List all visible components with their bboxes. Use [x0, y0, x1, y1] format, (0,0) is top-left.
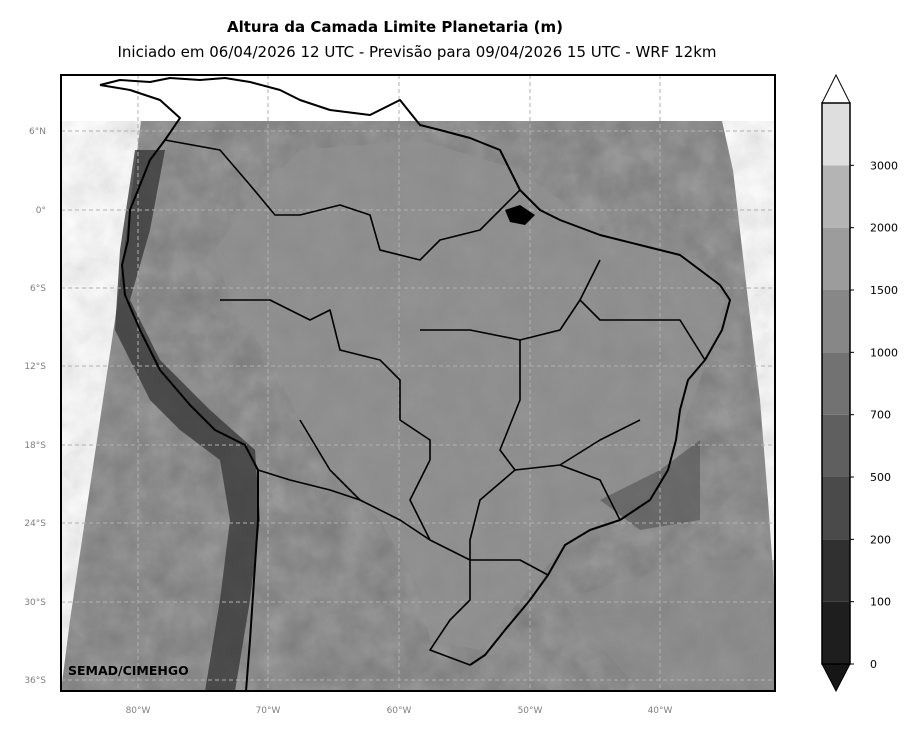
colorbar-tick-label: 1500 — [870, 284, 898, 297]
colorbar-segment — [822, 103, 850, 166]
colorbar-segment — [822, 227, 850, 290]
colorbar-tick-label: 1000 — [870, 346, 898, 359]
country-borders — [164, 139, 706, 666]
map-subtitle: Iniciado em 06/04/2026 12 UTC - Previsão… — [117, 43, 717, 61]
lat-label-18s: 18°S — [24, 441, 46, 451]
lon-label-40w: 40°W — [648, 706, 673, 716]
credit-label: SEMAD/CIMEHGO — [68, 663, 189, 678]
lat-label-36s: 36°S — [24, 676, 46, 686]
map-title: Altura da Camada Limite Planetaria (m) — [226, 18, 564, 36]
lat-label-30s: 30°S — [24, 598, 46, 608]
marajo-island — [505, 205, 535, 225]
colorbar-tick-label: 700 — [870, 409, 891, 422]
lat-label-0: 0° — [36, 206, 46, 216]
colorbar-segment — [822, 539, 850, 602]
colorbar-segment — [822, 352, 850, 415]
colorbar-segment — [822, 165, 850, 228]
colorbar-over-arrow — [821, 73, 851, 104]
lat-label-6s: 6°S — [30, 284, 46, 294]
lon-label-50w: 50°W — [518, 706, 543, 716]
lat-label-12s: 12°S — [24, 362, 46, 372]
colorbar-tick-label: 3000 — [870, 159, 898, 172]
colorbar: 0 100 200 500 700 1000 1500 2000 3000 — [821, 73, 898, 693]
pbl-field — [61, 75, 775, 691]
lon-label-60w: 60°W — [387, 706, 412, 716]
colorbar-segment — [822, 477, 850, 540]
lon-label-70w: 70°W — [256, 706, 281, 716]
colorbar-segment — [822, 601, 850, 664]
coastlines — [99, 77, 731, 691]
colorbar-tick-label: 0 — [870, 658, 877, 671]
colorbar-tick-label: 2000 — [870, 222, 898, 235]
lat-label-6n: 6°N — [29, 127, 46, 137]
brazil-region — [215, 140, 725, 650]
lat-labels: 6°N 0° 6°S 12°S 18°S 24°S 30°S 36°S — [24, 127, 46, 686]
colorbar-tick-label: 200 — [870, 533, 891, 546]
colorbar-under-arrow — [821, 663, 851, 693]
map-frame — [60, 74, 776, 692]
lat-label-24s: 24°S — [24, 519, 46, 529]
andes-band — [115, 150, 260, 691]
lon-labels: 80°W 70°W 60°W 50°W 40°W — [126, 706, 673, 716]
lon-label-80w: 80°W — [126, 706, 151, 716]
colorbar-tick-label: 500 — [870, 471, 891, 484]
colorbar-segment — [822, 290, 850, 353]
colorbar-segment — [822, 414, 850, 477]
map-gridlines — [61, 75, 775, 691]
colorbar-frame — [821, 102, 851, 665]
colorbar-tick-label: 100 — [870, 596, 891, 609]
